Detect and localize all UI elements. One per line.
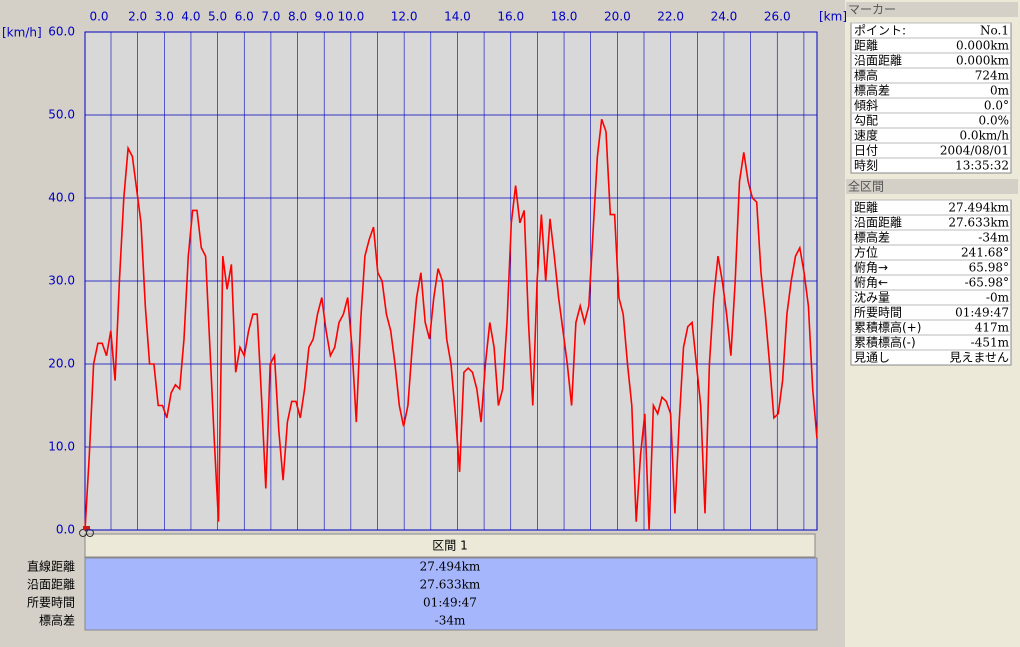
panel-label: 速度 xyxy=(854,128,878,143)
y-tick-label: 10.0 xyxy=(48,440,75,454)
panel-value: -34m xyxy=(978,231,1009,245)
x-tick-label: 8.0 xyxy=(288,10,307,24)
x-tick-label: 7.0 xyxy=(261,10,280,24)
panel-value: 0.000km xyxy=(956,39,1010,53)
section-header-text: 区間 1 xyxy=(432,539,467,553)
panel-label: 距離 xyxy=(854,39,878,53)
panel-label: 標高差 xyxy=(854,83,890,98)
panel-value: -0m xyxy=(986,291,1010,305)
section-row-value: -34m xyxy=(435,614,466,628)
panel-value: 0.0° xyxy=(984,99,1009,113)
panel-value: 0.0% xyxy=(979,114,1010,128)
x-tick-label: 6.0 xyxy=(235,10,254,24)
panel-value: 417m xyxy=(975,321,1010,335)
total-title-bg xyxy=(846,179,1018,194)
x-tick-label: 20.0 xyxy=(604,10,631,24)
panel-value: 27.494km xyxy=(948,201,1009,215)
panel-value: 0.0km/h xyxy=(959,129,1009,143)
panel-value: -451m xyxy=(971,336,1010,350)
speed-line xyxy=(84,118,818,531)
panel-box xyxy=(850,199,1012,366)
panel-label: 標高差 xyxy=(854,230,890,245)
x-unit: [km] xyxy=(819,10,847,24)
y-tick-label: 20.0 xyxy=(48,357,75,371)
marker-title-bg xyxy=(846,2,1018,17)
section-row-value: 01:49:47 xyxy=(423,596,477,610)
panel-value: 0.000km xyxy=(956,54,1010,68)
panel-label: 距離 xyxy=(854,201,878,215)
y-tick-label: 60.0 xyxy=(48,25,75,39)
panel-label: 沿面距離 xyxy=(854,54,902,68)
panel-value: 0m xyxy=(990,84,1010,98)
panel-label: 日付 xyxy=(854,144,878,158)
panel-value: -65.98° xyxy=(965,276,1009,290)
section-row-value: 27.494km xyxy=(420,560,481,574)
x-tick-label: 0.0 xyxy=(89,10,108,24)
panel-label: 沈み量 xyxy=(854,290,890,305)
x-tick-label: 18.0 xyxy=(551,10,578,24)
section-row-label: 沿面距離 xyxy=(27,578,75,592)
panel-value: 724m xyxy=(975,69,1010,83)
x-tick-label: 16.0 xyxy=(497,10,524,24)
section-table-body xyxy=(84,557,818,631)
section-header[interactable] xyxy=(84,533,816,558)
panel-value: 241.68° xyxy=(961,246,1009,260)
x-tick-label: 22.0 xyxy=(657,10,684,24)
section-row-value: 27.633km xyxy=(420,578,481,592)
panel-label: 累積標高(-) xyxy=(854,335,916,350)
panel-value: 27.633km xyxy=(948,216,1009,230)
panel-label: ポイント: xyxy=(854,24,906,38)
x-tick-label: 10.0 xyxy=(337,10,364,24)
x-tick-label: 12.0 xyxy=(391,10,418,24)
panel-label: 勾配 xyxy=(854,114,878,128)
panel-label: 傾斜 xyxy=(854,99,878,113)
panel-label: 所要時間 xyxy=(854,306,902,320)
section-row-label: 所要時間 xyxy=(27,596,75,610)
marker-title: マーカー xyxy=(848,3,896,17)
y-tick-label: 30.0 xyxy=(48,274,75,288)
panel-label: 俯角→ xyxy=(854,260,888,275)
x-tick-label: 14.0 xyxy=(444,10,471,24)
origin-icon xyxy=(79,526,94,537)
panel-label: 沿面距離 xyxy=(854,216,902,230)
panel-label: 俯角← xyxy=(854,275,888,290)
y-tick-label: 40.0 xyxy=(48,191,75,205)
x-tick-label: 24.0 xyxy=(711,10,738,24)
y-unit: [km/h] xyxy=(2,26,42,40)
panel-value: No.1 xyxy=(980,24,1009,38)
x-tick-label: 5.0 xyxy=(208,10,227,24)
section-row-label: 直線距離 xyxy=(27,559,75,574)
panel-label: 累積標高(+) xyxy=(854,320,921,335)
panel-value: 65.98° xyxy=(969,261,1009,275)
section-row-label: 標高差 xyxy=(39,613,75,628)
x-tick-label: 2.0 xyxy=(128,10,147,24)
panel-label: 方位 xyxy=(854,245,878,260)
panel-label: 見通し xyxy=(854,351,890,365)
panel-value: 13:35:32 xyxy=(955,159,1009,173)
panel-label: 時刻 xyxy=(854,159,878,173)
panel-label: 標高 xyxy=(854,68,878,83)
x-tick-label: 26.0 xyxy=(764,10,791,24)
x-tick-label: 3.0 xyxy=(155,10,174,24)
x-tick-label: 4.0 xyxy=(181,10,200,24)
panel-value: 見えません xyxy=(949,351,1009,365)
total-title: 全区間 xyxy=(848,179,884,194)
y-tick-label: 50.0 xyxy=(48,108,75,122)
panel-value: 2004/08/01 xyxy=(940,144,1009,158)
x-tick-label: 9.0 xyxy=(315,10,334,24)
y-tick-label: 0.0 xyxy=(56,523,75,537)
panel-value: 01:49:47 xyxy=(955,306,1009,320)
